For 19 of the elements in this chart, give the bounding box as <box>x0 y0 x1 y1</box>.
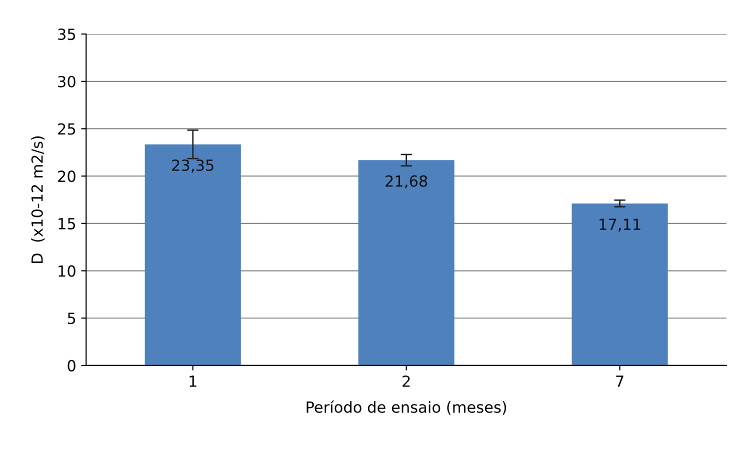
y-tick-label: 30 <box>58 76 76 88</box>
y-tick-label: 35 <box>58 28 76 40</box>
x-tick-label: 2 <box>402 375 410 387</box>
data-label: 23,35 <box>172 159 214 173</box>
x-axis-title: Período de ensaio (meses) <box>306 400 506 415</box>
y-axis-title: D (x10-12 m2/s) <box>31 136 45 263</box>
data-label: 21,68 <box>386 175 428 188</box>
bar <box>572 203 668 366</box>
y-tick-label: 0 <box>68 360 76 372</box>
x-tick-label: 1 <box>190 376 196 387</box>
bar <box>358 160 454 366</box>
y-tick-label: 5 <box>68 312 76 324</box>
y-tick-label: 25 <box>58 123 76 135</box>
bar <box>144 144 241 366</box>
y-tick-label: 15 <box>58 218 76 230</box>
data-label: 17,11 <box>600 218 640 232</box>
y-tick-label: 10 <box>58 265 76 277</box>
x-tick-label: 7 <box>616 376 624 387</box>
y-tick-label: 20 <box>58 170 76 182</box>
